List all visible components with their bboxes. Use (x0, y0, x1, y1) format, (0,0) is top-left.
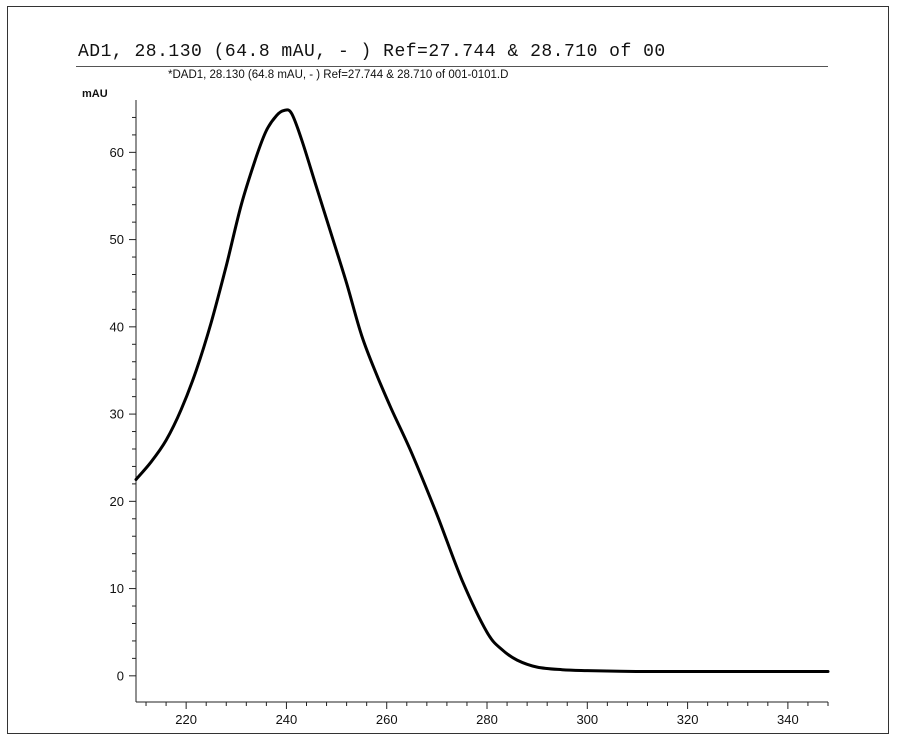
report-header-text: AD1, 28.130 (64.8 mAU, - ) Ref=27.744 & … (78, 42, 666, 62)
y-tick-label: 10 (110, 581, 124, 596)
x-tick-label: 340 (777, 712, 799, 727)
x-tick-label: 240 (276, 712, 298, 727)
series-group (134, 108, 830, 674)
x-tick-label: 320 (677, 712, 699, 727)
y-tick-label: 20 (110, 494, 124, 509)
x-tick-label: 260 (376, 712, 398, 727)
axes-group: 0 10 20 30 40 50 60 220 240 260 280 300 320 340 (110, 100, 829, 727)
x-tick-label: 300 (576, 712, 598, 727)
x-tick-label: 280 (476, 712, 498, 727)
x-tick-label: 220 (175, 712, 197, 727)
y-tick-label: 60 (110, 145, 124, 160)
y-tick-label: 0 (117, 668, 124, 683)
y-tick-label: 30 (110, 407, 124, 422)
chart-frame (7, 6, 889, 734)
chart-title: *DAD1, 28.130 (64.8 mAU, - ) Ref=27.744 … (168, 69, 509, 81)
header-rule (76, 66, 828, 67)
y-tick-label: 50 (110, 232, 124, 247)
spectrum-series-line (134, 108, 830, 674)
y-tick-label: 40 (110, 319, 124, 334)
y-axis-unit-label: mAU (82, 88, 108, 100)
